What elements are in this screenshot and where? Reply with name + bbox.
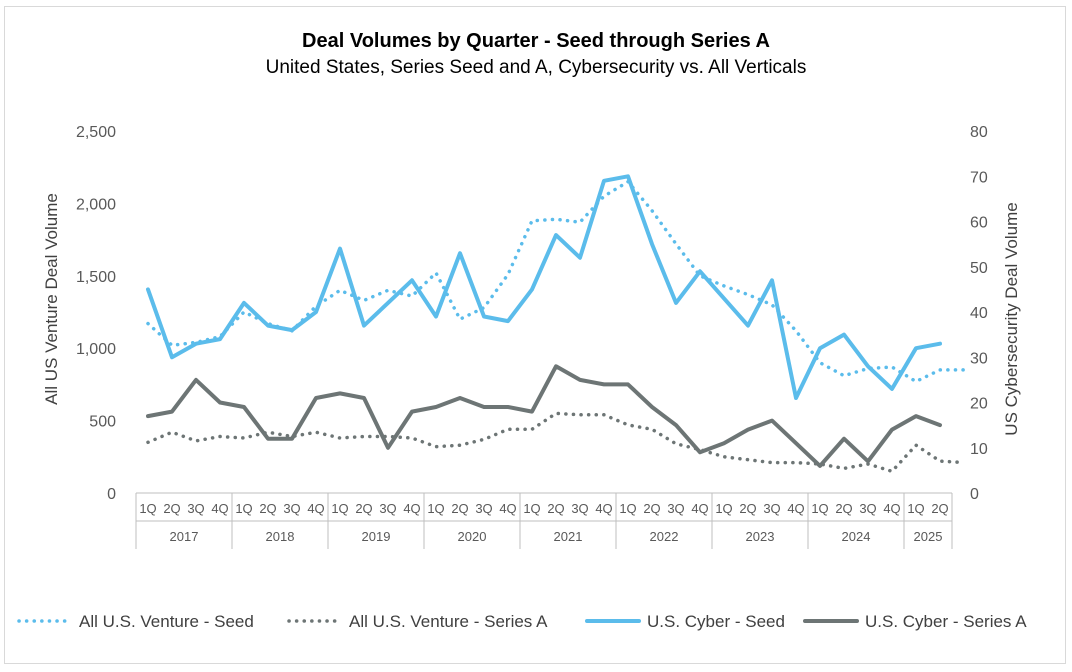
y-left-tick-label: 1,000 [76, 341, 116, 358]
quarter-tick-label: 4Q [211, 501, 228, 516]
y-left-tick-labels: 0 500 1,000 1,500 2,000 2,500 [76, 124, 116, 503]
quarter-tick-label: 4Q [403, 501, 420, 516]
year-label: 2021 [554, 529, 583, 544]
quarter-tick-label: 1Q [619, 501, 636, 516]
quarter-tick-label: 3Q [283, 501, 300, 516]
year-label: 2024 [842, 529, 871, 544]
quarter-tick-label: 2Q [355, 501, 372, 516]
legend-label: All U.S. Venture - Series A [349, 612, 548, 631]
quarter-tick-label: 2Q [931, 501, 948, 516]
quarter-tick-label: 4Q [307, 501, 324, 516]
quarter-tick-label: 2Q [739, 501, 756, 516]
series-layer [146, 174, 966, 474]
quarter-tick-label: 4Q [883, 501, 900, 516]
quarter-tick-label: 3Q [763, 501, 780, 516]
legend-label: U.S. Cyber - Seed [647, 612, 785, 631]
quarter-tick-label: 1Q [139, 501, 156, 516]
quarter-tick-label: 3Q [475, 501, 492, 516]
quarter-tick-label: 1Q [427, 501, 444, 516]
legend: All U.S. Venture - Seed All U.S. Venture … [17, 612, 1027, 631]
quarter-tick-label: 3Q [667, 501, 684, 516]
y-left-tick-label: 0 [107, 486, 116, 503]
y-right-tick-label: 50 [970, 260, 988, 277]
quarter-tick-label: 4Q [691, 501, 708, 516]
chart-subtitle: United States, Series Seed and A, Cybers… [266, 57, 807, 78]
series-line-u-s-cyber-seed [146, 174, 942, 400]
quarter-tick-label: 2Q [163, 501, 180, 516]
y-right-tick-label: 0 [970, 486, 979, 503]
quarter-tick-label: 3Q [379, 501, 396, 516]
quarter-tick-label: 1Q [811, 501, 828, 516]
chart-title: Deal Volumes by Quarter - Seed through S… [302, 30, 770, 52]
y-right-tick-label: 20 [970, 396, 988, 413]
quarter-tick-label: 1Q [235, 501, 252, 516]
y-right-axis-label: US Cybersecurity Deal Volume [1002, 202, 1021, 435]
quarter-tick-label: 2Q [451, 501, 468, 516]
chart-frame: Deal Volumes by Quarter - Seed through S… [4, 6, 1066, 664]
y-left-tick-label: 2,000 [76, 196, 116, 213]
year-label: 2020 [458, 529, 487, 544]
year-label: 2023 [746, 529, 775, 544]
quarter-tick-label: 3Q [571, 501, 588, 516]
series-line-all-u-s-venture-seed [146, 179, 966, 384]
year-label: 2025 [914, 529, 943, 544]
quarter-tick-label: 2Q [643, 501, 660, 516]
quarter-tick-label: 4Q [787, 501, 804, 516]
chart-canvas: Deal Volumes by Quarter - Seed through S… [17, 30, 1027, 631]
quarter-tick-label: 3Q [859, 501, 876, 516]
legend-label: All U.S. Venture - Seed [79, 612, 254, 631]
y-right-tick-label: 80 [970, 124, 988, 141]
quarter-tick-label: 2Q [259, 501, 276, 516]
y-right-tick-label: 60 [970, 215, 988, 232]
y-left-tick-label: 2,500 [76, 124, 116, 141]
quarter-tick-label: 3Q [187, 501, 204, 516]
y-left-tick-label: 1,500 [76, 269, 116, 286]
year-label: 2022 [650, 529, 679, 544]
quarter-tick-label: 1Q [523, 501, 540, 516]
x-axis: 1Q 2Q 3Q 4Q 1Q 2Q 3Q 4Q 1Q 2Q 3Q 4Q 1Q 2Q 3Q 4Q 1Q 2Q 3Q 4Q… [135, 492, 953, 549]
quarter-tick-label: 2Q [835, 501, 852, 516]
y-left-axis-label: All US Venture Deal Volume [42, 193, 61, 405]
y-right-tick-label: 10 [970, 441, 988, 458]
y-right-tick-label: 70 [970, 169, 988, 186]
quarter-tick-label: 4Q [499, 501, 516, 516]
quarter-tick-label: 1Q [331, 501, 348, 516]
year-label: 2018 [266, 529, 295, 544]
legend-label: U.S. Cyber - Series A [865, 612, 1027, 631]
quarter-tick-label: 1Q [907, 501, 924, 516]
year-label: 2019 [362, 529, 391, 544]
year-label: 2017 [170, 529, 199, 544]
y-right-tick-label: 30 [970, 350, 988, 367]
quarter-tick-label: 2Q [547, 501, 564, 516]
quarter-tick-label: 1Q [715, 501, 732, 516]
quarter-tick-label: 4Q [595, 501, 612, 516]
y-left-tick-label: 500 [89, 414, 116, 431]
y-right-tick-label: 40 [970, 305, 988, 322]
y-right-tick-labels: 0 10 20 30 40 50 60 70 80 [970, 124, 988, 503]
series-line-u-s-cyber-series-a [146, 364, 942, 468]
